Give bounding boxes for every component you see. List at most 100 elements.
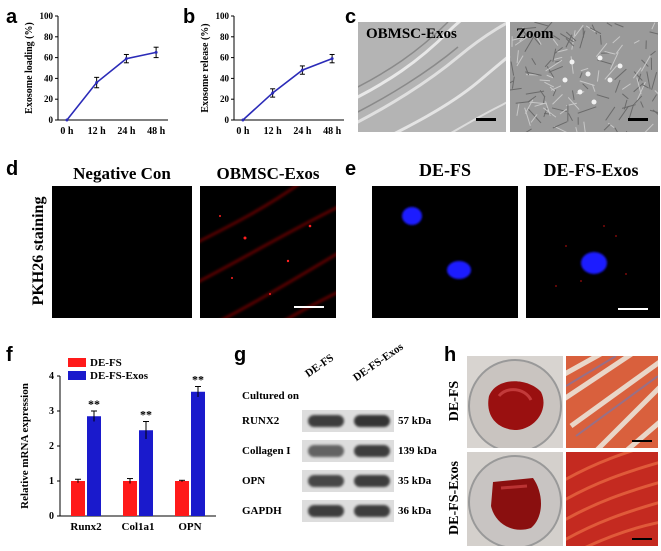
- western-kda: 35 kDa: [398, 475, 432, 487]
- bar-de-fs-exos-runx2: [87, 416, 101, 516]
- bar-ytick-label: 4: [49, 371, 54, 382]
- western-band: [354, 415, 390, 427]
- bar-xtick-label: Runx2: [70, 521, 102, 533]
- loading-point: [124, 57, 128, 61]
- release-xtick-label: 48 h: [323, 126, 342, 137]
- western-kda: 36 kDa: [398, 505, 432, 517]
- western-band: [308, 415, 344, 427]
- fluor-left-title: DE-FS: [418, 160, 471, 180]
- western-strip: [302, 500, 394, 522]
- release-ytick-label: 80: [220, 32, 230, 42]
- bar-significance: **: [140, 408, 152, 422]
- sem-image-obmsc-exos: OBMSC-Exos: [358, 22, 506, 132]
- mrna-expression-chart: 0 1 2 3 4 ** Runx2 ** Col1a1 ** OPN Relative mRNA e…: [19, 357, 216, 533]
- bar-significance: **: [88, 397, 100, 411]
- western-band: [308, 445, 344, 457]
- bar-significance: **: [192, 373, 204, 387]
- loading-ytick-label: 0: [49, 115, 54, 125]
- legend-label-0: DE-FS: [90, 357, 122, 369]
- loading-point: [65, 118, 69, 122]
- exosome-release-chart: 0 20 40 60 80 100 0 h 12 h 24 h 48 h Exosome relea…: [200, 11, 344, 137]
- release-ytick-label: 60: [220, 53, 230, 63]
- loading-point: [154, 50, 158, 54]
- pkh-left-title: Negative Con: [73, 164, 171, 183]
- bar-de-fs-opn: [175, 481, 189, 516]
- bar-ytick-label: 1: [49, 476, 54, 487]
- bar-ylabel: Relative mRNA expression: [19, 383, 31, 509]
- release-point: [330, 57, 334, 61]
- de-fs-exos-dish-photo: [467, 452, 563, 546]
- panel-label-a: a: [6, 6, 18, 28]
- legend-swatch-1: [68, 371, 86, 380]
- de-fs-dish-photo: [467, 356, 563, 448]
- photo-row2-label-wrap: DE-FS-Exos: [444, 450, 466, 546]
- panel-label-e: e: [345, 158, 357, 180]
- panel-label-f: f: [6, 344, 13, 366]
- release-series-line: [242, 57, 333, 121]
- loading-ytick-label: 80: [44, 32, 54, 42]
- bar-ytick-label: 3: [49, 406, 54, 417]
- western-cultured-on: Cultured on: [242, 390, 299, 402]
- panel-label-g: g: [234, 344, 247, 366]
- bar-de-fs-runx2: [71, 481, 85, 516]
- release-xtick-label: 12 h: [264, 126, 283, 137]
- western-band: [308, 475, 344, 487]
- de-fs-stain-micro: [566, 356, 658, 448]
- loading-xtick-label: 0 h: [60, 126, 73, 137]
- western-col2: DE-FS-Exos: [351, 340, 406, 384]
- western-kda: 139 kDa: [398, 445, 437, 457]
- western-row-label: Collagen I: [242, 445, 291, 457]
- loading-ylabel: Exosome loading (%): [24, 22, 35, 114]
- sem-left-label: OBMSC-Exos: [366, 26, 457, 42]
- bar-de-fs-exos-opn: [191, 391, 205, 516]
- photo-row2-label: DE-FS-Exos: [447, 461, 462, 535]
- pkh-right-title: OBMSC-Exos: [216, 164, 320, 183]
- bar-xtick-label: Col1a1: [122, 521, 155, 533]
- obmsc-exos-fluor-image: [200, 186, 336, 318]
- western-strip: [302, 440, 394, 462]
- release-xtick-label: 0 h: [236, 126, 250, 137]
- fluor-right-title: DE-FS-Exos: [543, 160, 639, 180]
- bar-ytick-label: 0: [49, 511, 54, 522]
- de-fs-exos-stain-micro: [566, 452, 658, 546]
- pkh26-side-label: PKH26 staining: [30, 196, 47, 306]
- photo-row1-label-wrap: DE-FS: [444, 356, 466, 446]
- western-row-label: GAPDH: [242, 505, 282, 517]
- release-ytick-label: 0: [225, 115, 230, 125]
- bar-ytick-label: 2: [49, 441, 54, 452]
- legend-swatch-0: [68, 358, 86, 367]
- western-band: [354, 475, 390, 487]
- western-row-label: OPN: [242, 475, 266, 487]
- panel-label-c: c: [345, 6, 357, 28]
- western-strip: [302, 470, 394, 492]
- panel-label-d: d: [6, 158, 19, 180]
- release-ylabel: Exosome release (%): [200, 23, 211, 112]
- western-strip: [302, 410, 394, 432]
- panel-label-h: h: [444, 344, 457, 366]
- release-point: [271, 91, 275, 95]
- release-xtick-label: 24 h: [293, 126, 312, 137]
- loading-ytick-label: 100: [40, 11, 54, 21]
- release-point: [300, 68, 304, 72]
- western-kda: 57 kDa: [398, 415, 432, 427]
- bar-xtick-label: OPN: [178, 521, 201, 533]
- loading-ytick-label: 20: [44, 94, 54, 104]
- pkh26-side-label-wrap: PKH26 staining: [28, 186, 50, 316]
- western-row-label: RUNX2: [242, 415, 280, 427]
- western-band: [308, 505, 344, 517]
- legend-label-1: DE-FS-Exos: [90, 370, 149, 382]
- bar-de-fs-col1a1: [123, 481, 137, 516]
- release-ytick-label: 20: [220, 94, 230, 104]
- western-band: [354, 505, 390, 517]
- western-col1: DE-FS: [303, 351, 337, 380]
- de-fs-exos-fluor-image: [526, 186, 660, 318]
- western-band: [354, 445, 390, 457]
- western-blot-panel: Cultured on DE-FS DE-FS-Exos RUNX2 57 kDa…: [240, 341, 450, 540]
- loading-series-line: [66, 51, 157, 121]
- de-fs-fluor-image: [372, 186, 518, 318]
- sem-right-label: Zoom: [516, 26, 554, 42]
- release-point: [241, 118, 245, 122]
- release-ytick-label: 40: [220, 73, 230, 83]
- loading-xtick-label: 12 h: [88, 126, 107, 137]
- negative-con-image: [52, 186, 192, 318]
